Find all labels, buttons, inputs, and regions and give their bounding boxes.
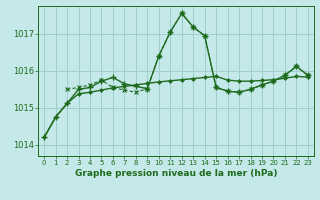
X-axis label: Graphe pression niveau de la mer (hPa): Graphe pression niveau de la mer (hPa) [75, 169, 277, 178]
